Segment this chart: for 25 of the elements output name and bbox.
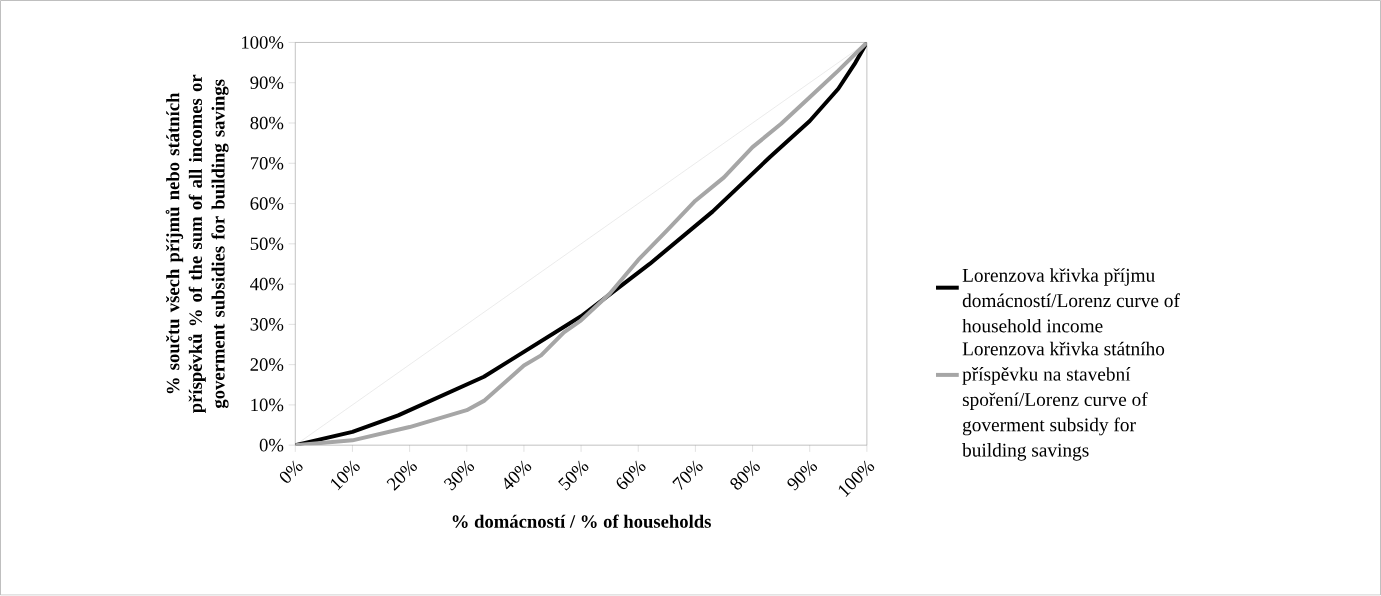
y-tick-label: 50% bbox=[250, 237, 284, 251]
x-tick-label: 50% bbox=[558, 460, 589, 491]
x-tick-label: 20% bbox=[386, 460, 417, 492]
y-axis-title: % součtu všech příjmů nebo státních příspěvků % of the sum of all incomes or goverment subsidies for building savings bbox=[165, 75, 229, 414]
y-tick-label: 70% bbox=[250, 157, 284, 170]
y-tick-label: 0% bbox=[259, 439, 284, 452]
text: Lorenzova křivka státního příspěvku na stavební spoření/Lorenz curve of goverment subsidy for building savings bbox=[962, 341, 1165, 461]
y-tick-label: 80% bbox=[250, 116, 284, 130]
y-tick-label: 40% bbox=[250, 277, 284, 291]
x-tick-label: 90% bbox=[787, 460, 818, 491]
x-tick-label: 60% bbox=[616, 460, 646, 490]
y-tick-label: 20% bbox=[250, 358, 284, 372]
legend-label: Lorenzova křivka příjmu domácností/Lorenz curve of household income bbox=[962, 268, 1180, 333]
y-tick-label: 30% bbox=[250, 318, 284, 331]
x-axis-title: % domácností / % of households bbox=[452, 514, 711, 529]
x-tick-label: 10% bbox=[330, 460, 360, 491]
y-tick-label: 90% bbox=[250, 76, 284, 90]
x-tick-label: 30% bbox=[443, 460, 475, 491]
x-tick-label: 0% bbox=[279, 460, 303, 483]
y-tick-label: 10% bbox=[251, 398, 284, 412]
x-tick-label: 70% bbox=[672, 460, 703, 491]
y-tick-label: 60% bbox=[250, 197, 284, 211]
x-tick-label: 80% bbox=[730, 460, 760, 490]
y-tick-label: 100% bbox=[242, 36, 284, 50]
x-tick-label: 40% bbox=[504, 460, 532, 490]
